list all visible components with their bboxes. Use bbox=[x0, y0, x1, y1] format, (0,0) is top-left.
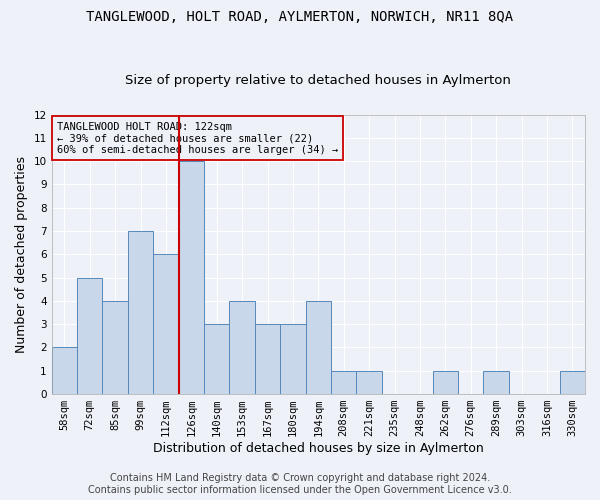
Bar bbox=[128, 231, 153, 394]
Bar bbox=[331, 371, 356, 394]
Bar bbox=[179, 161, 204, 394]
Bar bbox=[560, 371, 585, 394]
Bar bbox=[305, 301, 331, 394]
Text: Contains HM Land Registry data © Crown copyright and database right 2024.
Contai: Contains HM Land Registry data © Crown c… bbox=[88, 474, 512, 495]
Bar bbox=[153, 254, 179, 394]
Bar bbox=[484, 371, 509, 394]
Bar bbox=[433, 371, 458, 394]
Text: TANGLEWOOD HOLT ROAD: 122sqm
← 39% of detached houses are smaller (22)
60% of se: TANGLEWOOD HOLT ROAD: 122sqm ← 39% of de… bbox=[57, 122, 338, 154]
Bar bbox=[204, 324, 229, 394]
Bar bbox=[356, 371, 382, 394]
Bar bbox=[52, 348, 77, 394]
Y-axis label: Number of detached properties: Number of detached properties bbox=[15, 156, 28, 353]
Bar bbox=[229, 301, 255, 394]
X-axis label: Distribution of detached houses by size in Aylmerton: Distribution of detached houses by size … bbox=[153, 442, 484, 455]
Title: Size of property relative to detached houses in Aylmerton: Size of property relative to detached ho… bbox=[125, 74, 511, 87]
Text: TANGLEWOOD, HOLT ROAD, AYLMERTON, NORWICH, NR11 8QA: TANGLEWOOD, HOLT ROAD, AYLMERTON, NORWIC… bbox=[86, 10, 514, 24]
Bar bbox=[280, 324, 305, 394]
Bar bbox=[103, 301, 128, 394]
Bar bbox=[77, 278, 103, 394]
Bar bbox=[255, 324, 280, 394]
